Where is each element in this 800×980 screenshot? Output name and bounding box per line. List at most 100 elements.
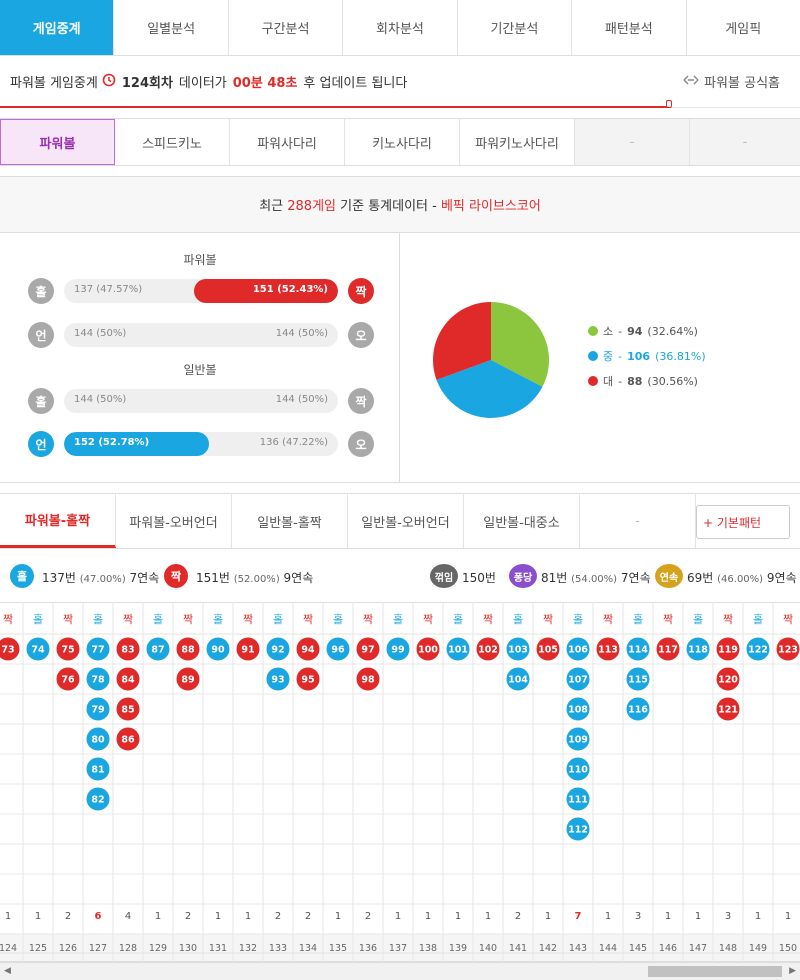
- column-round: 125: [29, 943, 47, 954]
- column-round: 146: [659, 943, 677, 954]
- basic-pattern-button[interactable]: + 기본패턴: [696, 505, 790, 539]
- ball-number: 123: [778, 645, 798, 656]
- odd-ball: [565, 726, 591, 752]
- pattern-tab-normal-overunder[interactable]: 일반볼-오버언더: [348, 494, 464, 548]
- column-round: 130: [179, 943, 197, 954]
- ball-number: 91: [241, 645, 254, 656]
- column-round: 137: [389, 943, 407, 954]
- column-count: 1: [425, 911, 431, 922]
- scroll-right-icon[interactable]: ▶: [789, 966, 796, 976]
- column-round: 149: [749, 943, 767, 954]
- odd-ball: [25, 636, 51, 662]
- pattern-tab-powerball-overunder[interactable]: 파워볼-오버언더: [116, 494, 232, 548]
- ball-number: 79: [91, 705, 104, 716]
- odd-ball: [565, 786, 591, 812]
- ball-number: 103: [508, 645, 528, 656]
- normalball-underover-bar: 152 (52.78%) 136 (47.22%): [64, 432, 338, 456]
- legend-small: 소- 94 (32.64%): [588, 323, 698, 339]
- ball-number: 98: [361, 675, 375, 686]
- legend-large-label: 대: [603, 375, 614, 388]
- even-ball: [295, 666, 321, 692]
- column-header: 홀: [573, 613, 583, 626]
- ball-number: 101: [448, 645, 468, 656]
- pattern-tab-empty: -: [580, 494, 696, 548]
- column-round: 127: [89, 943, 107, 954]
- column-count: 4: [125, 911, 131, 922]
- column-count: 1: [695, 911, 701, 922]
- scroll-thumb[interactable]: [648, 966, 782, 977]
- pattern-summary: 홀 137번 (47.00%) 7연속 짝 151번 (52.00%) 9연속 …: [0, 549, 800, 603]
- game-tab-powerkeno-ladder[interactable]: 파워키노사다리: [460, 119, 575, 165]
- ball-number: 90: [211, 645, 225, 656]
- scroll-left-icon[interactable]: ◀: [4, 966, 11, 976]
- game-tab-powerball[interactable]: 파워볼: [0, 119, 115, 165]
- column-header: 짝: [3, 613, 13, 626]
- game-tabs: 파워볼 스피드키노 파워사다리 키노사다리 파워키노사다리 - -: [0, 118, 800, 166]
- ball-number: 86: [121, 735, 135, 746]
- odd-streak: 7연속: [129, 571, 160, 585]
- column-count: 1: [605, 911, 611, 922]
- odd-ball: [745, 636, 771, 662]
- column-count: 2: [65, 911, 71, 922]
- column-header: 홀: [213, 613, 223, 626]
- pingpong-streak: 7연속: [620, 571, 651, 585]
- odd-ball: [85, 726, 111, 752]
- legend-medium-label: 중: [603, 350, 614, 363]
- game-tab-speedkeno[interactable]: 스피드키노: [115, 119, 230, 165]
- pattern-tab-powerball-oddeven[interactable]: 파워볼-홀짝: [0, 494, 116, 548]
- pattern-tab-normal-size[interactable]: 일반볼-대중소: [464, 494, 580, 548]
- column-header: 짝: [123, 613, 133, 626]
- odd-ball: [625, 636, 651, 662]
- tab-live[interactable]: 게임중계: [0, 0, 115, 55]
- powerball-label: 파워볼: [183, 253, 217, 267]
- ball-number: 119: [718, 645, 738, 656]
- tab-daily[interactable]: 일별분석: [114, 0, 229, 55]
- column-round: 138: [419, 943, 437, 954]
- tab-pick[interactable]: 게임픽: [686, 0, 800, 55]
- game-tab-keno-ladder[interactable]: 키노사다리: [345, 119, 460, 165]
- game-tab-power-ladder[interactable]: 파워사다리: [230, 119, 345, 165]
- stats-brand: 베픽 라이브스코어: [440, 199, 541, 214]
- column-round: 135: [329, 943, 347, 954]
- ball-number: 99: [391, 645, 404, 656]
- tab-round[interactable]: 회차분석: [343, 0, 458, 55]
- official-link[interactable]: 파워볼 공식홈: [683, 72, 780, 91]
- stats-header: 최근 288게임 기준 통계데이터 - 베픽 라이브스코어: [0, 176, 800, 233]
- tab-section[interactable]: 구간분석: [228, 0, 344, 55]
- ball-number: 114: [628, 645, 648, 656]
- stats-count: 288게임: [287, 199, 336, 214]
- even-ball: [175, 666, 201, 692]
- column-count: 1: [455, 911, 461, 922]
- column-round: 132: [239, 943, 257, 954]
- tab-pattern[interactable]: 패턴분석: [572, 0, 687, 55]
- flip-summary: 150번: [462, 569, 496, 586]
- column-round: 124: [0, 943, 17, 954]
- column-round: 141: [509, 943, 527, 954]
- column-round: 147: [689, 943, 707, 954]
- ball-number: 80: [91, 735, 105, 746]
- odd-ball: [565, 756, 591, 782]
- over-icon: 오: [348, 431, 374, 457]
- odd-ball: [85, 696, 111, 722]
- column-header: 홀: [33, 613, 43, 626]
- odd-ball: [85, 636, 111, 662]
- legend-medium-pct: (36.81%): [655, 349, 706, 363]
- odd-ball: [625, 696, 651, 722]
- tab-period[interactable]: 기간분석: [457, 0, 573, 55]
- column-count: 1: [395, 911, 401, 922]
- odd-ball: [265, 636, 291, 662]
- pattern-tab-normal-oddeven[interactable]: 일반볼-홀짝: [232, 494, 348, 548]
- horizontal-scrollbar[interactable]: ◀ ▶: [0, 962, 800, 980]
- ball-number: 83: [121, 645, 134, 656]
- live-info-bar: 파워볼 게임중계 124회차 데이터가 00분 48초 후 업데이트 됩니다 파…: [0, 56, 800, 108]
- column-header: 홀: [273, 613, 283, 626]
- column-count: 1: [35, 911, 41, 922]
- ball-number: 84: [121, 675, 135, 686]
- column-header: 홀: [153, 613, 163, 626]
- even-ball: [775, 636, 800, 662]
- column-header: 짝: [363, 613, 373, 626]
- ball-number: 113: [598, 645, 618, 656]
- column-round: 134: [299, 943, 317, 954]
- column-header: 홀: [633, 613, 643, 626]
- column-count: 2: [185, 911, 191, 922]
